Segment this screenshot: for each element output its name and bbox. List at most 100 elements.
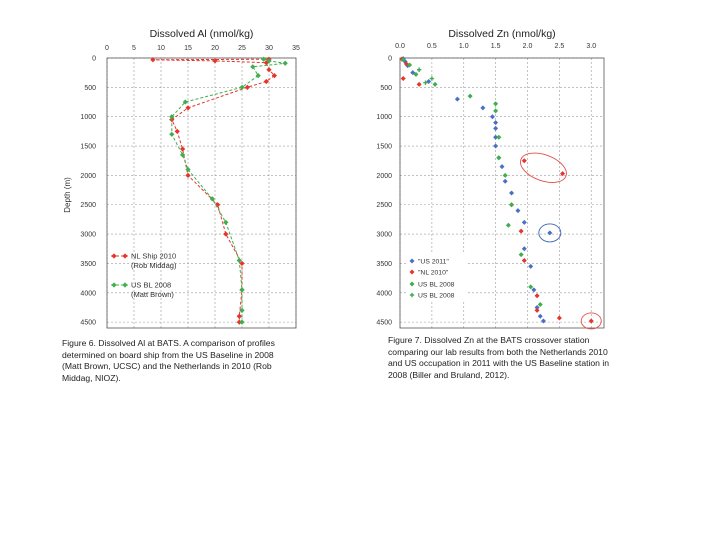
x-tick-label: 2.0 [523, 43, 533, 50]
data-point [489, 114, 495, 120]
legend-marker [409, 292, 415, 298]
y-tick-label: 4500 [376, 320, 392, 327]
data-point [528, 263, 534, 269]
caption-line: determined on board ship from the US Bas… [62, 349, 274, 360]
x-tick-label: 25 [238, 45, 246, 52]
data-point [547, 230, 553, 236]
data-point [263, 60, 269, 66]
data-point [416, 81, 422, 87]
x-tick-label: 1.0 [459, 43, 469, 50]
y-tick-label: 0 [388, 56, 392, 63]
x-tick-label: 0.0 [395, 43, 405, 50]
data-point [236, 313, 242, 319]
plot-frame [399, 57, 605, 329]
data-point [255, 73, 261, 79]
x-tick-label: 0.5 [427, 43, 437, 50]
legend-label: US BL 2008 [418, 282, 455, 289]
data-point [169, 114, 175, 120]
data-point [416, 67, 422, 72]
data-point [261, 56, 267, 62]
y-tick-label: 2000 [376, 173, 392, 180]
data-point [480, 105, 486, 111]
data-point [150, 57, 156, 63]
data-point [493, 120, 499, 126]
series-line [171, 58, 286, 323]
data-point [239, 307, 245, 313]
data-point [518, 228, 524, 234]
highlight-circle [580, 312, 602, 330]
data-point [271, 73, 277, 79]
data-point [185, 166, 191, 173]
y-tick-label: 2500 [376, 202, 392, 209]
y-tick-label: 1000 [80, 114, 96, 121]
legend-box [406, 254, 468, 302]
data-point [515, 208, 521, 214]
figure-6-caption: Figure 6. Dissolved Al at BATS. A compar… [62, 338, 312, 384]
x-tick-label: 5 [132, 45, 136, 52]
highlight-circle [520, 152, 567, 183]
y-tick-label: 0 [92, 56, 96, 63]
data-point [521, 246, 527, 252]
y-tick-label: 2500 [80, 202, 96, 209]
data-point [432, 81, 438, 87]
y-tick-label: 500 [84, 85, 96, 92]
data-point [174, 128, 180, 134]
legend-label: "US 2011" [418, 259, 449, 266]
data-point [266, 58, 272, 64]
x-tick-label: 15 [184, 45, 192, 52]
data-point [537, 313, 543, 319]
data-point [588, 318, 594, 324]
data-point [496, 155, 502, 161]
data-point [400, 57, 406, 63]
data-point [180, 146, 186, 152]
data-point [182, 99, 188, 105]
data-point [521, 258, 527, 263]
caption-line: Figure 6. Dissolved Al at BATS. A compar… [62, 338, 275, 348]
data-point [212, 58, 218, 64]
data-point [423, 80, 428, 85]
x-tick-label: 35 [292, 45, 300, 52]
data-point [560, 171, 566, 177]
data-point [185, 105, 191, 111]
legend-marker [122, 282, 128, 288]
data-point [239, 260, 245, 267]
zn-plot [399, 56, 594, 324]
y-axis-label: Depth (m) [63, 177, 72, 213]
y-tick-label: 1500 [376, 144, 392, 151]
data-point [534, 293, 540, 299]
data-point [467, 93, 473, 99]
data-point [236, 319, 242, 325]
legend-label: (Rob Middag) [131, 261, 177, 270]
caption-line: Middag, NIOZ). [62, 372, 121, 383]
caption-line: Figure 7. Dissolved Zn at the BATS cross… [388, 335, 590, 345]
chart-title: Dissolved Al (nmol/kg) [150, 28, 254, 40]
data-point [509, 190, 515, 196]
y-tick-label: 3500 [80, 261, 96, 268]
x-tick-label: 3.0 [586, 43, 596, 50]
y-tick-label: 3500 [376, 261, 392, 268]
data-point [263, 78, 269, 85]
y-tick-label: 3000 [80, 232, 96, 239]
chart-title: Dissolved Zn (nmol/kg) [448, 28, 555, 40]
data-point [403, 61, 409, 67]
data-point [518, 252, 524, 258]
al-plot [150, 56, 288, 325]
data-point [521, 219, 527, 225]
legend-marker [111, 282, 117, 288]
y-tick-label: 3000 [376, 232, 392, 239]
data-point [502, 172, 508, 178]
y-tick-label: 4000 [376, 290, 392, 297]
data-point [236, 257, 242, 264]
x-tick-label: 20 [211, 45, 219, 52]
y-tick-label: 4500 [80, 320, 96, 327]
data-point [493, 101, 499, 107]
data-point [239, 84, 245, 90]
data-point [534, 307, 540, 313]
data-point [493, 134, 499, 140]
y-tick-label: 4000 [80, 290, 96, 297]
data-point [185, 172, 191, 178]
y-tick-label: 1000 [376, 114, 392, 121]
data-point [534, 304, 540, 310]
data-point [223, 231, 229, 237]
